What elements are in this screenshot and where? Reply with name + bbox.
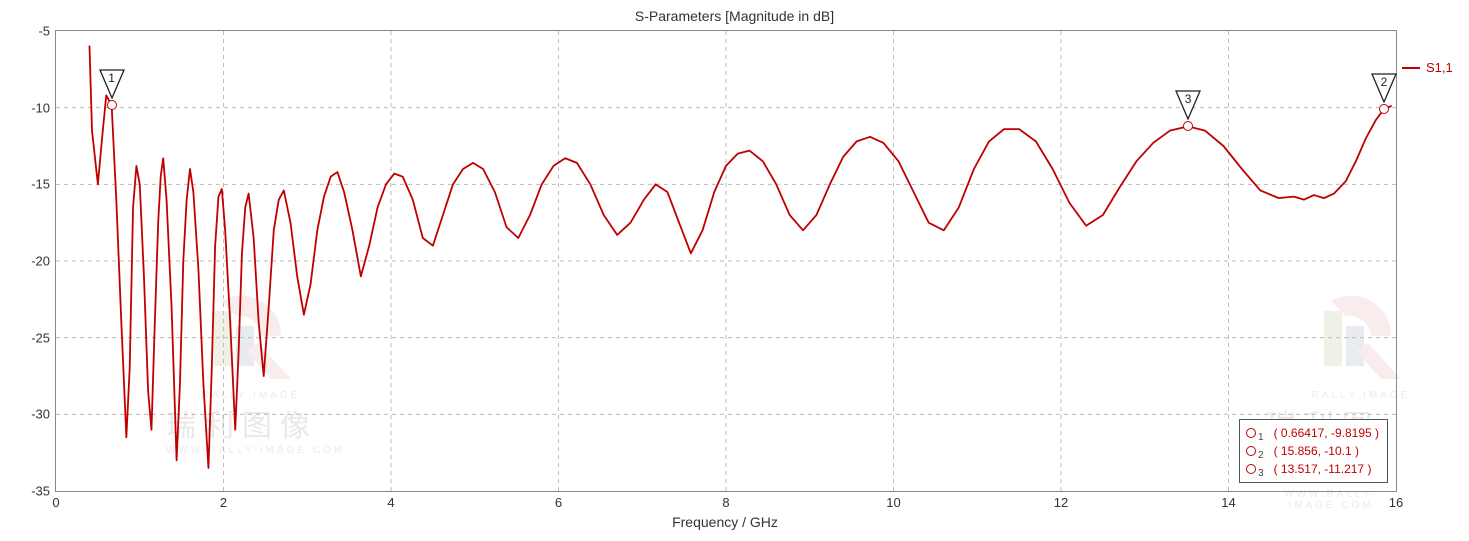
marker-index: 3 (1258, 466, 1264, 481)
marker-point-icon (1183, 121, 1193, 131)
y-tick-label: -15 (31, 177, 50, 192)
x-tick-label: 10 (886, 495, 900, 510)
marker-readout-row: 1 ( 0.66417, -9.8195 ) (1246, 424, 1379, 442)
marker-readout-row: 2 ( 15.856, -10.1 ) (1246, 442, 1379, 460)
marker-readout-row: 3 ( 13.517, -11.217 ) (1246, 460, 1379, 478)
legend-label: S1,1 (1426, 60, 1453, 75)
marker-circle-icon (1246, 464, 1256, 474)
y-tick-label: -35 (31, 484, 50, 499)
plot-svg (56, 31, 1396, 491)
x-tick-label: 12 (1054, 495, 1068, 510)
marker-index: 1 (1258, 430, 1264, 445)
x-tick-label: 0 (52, 495, 59, 510)
plot-area: 瑞利图像WWW.RALLY-IMAGE.COM瑞利图像WWW.RALLY-IMA… (55, 30, 1397, 492)
y-tick-label: -30 (31, 407, 50, 422)
y-tick-label: -5 (38, 24, 50, 39)
marker-point-icon (1379, 104, 1389, 114)
marker-circle-icon (1246, 428, 1256, 438)
x-tick-label: 4 (387, 495, 394, 510)
marker-point-icon (107, 100, 117, 110)
plot-title: S-Parameters [Magnitude in dB] (0, 8, 1469, 24)
series-legend: S1,1 (1402, 60, 1453, 75)
x-tick-label: 2 (220, 495, 227, 510)
x-tick-label: 14 (1221, 495, 1235, 510)
marker-circle-icon (1246, 446, 1256, 456)
marker-readout-box: 1( 0.66417, -9.8195 )2( 15.856, -10.1 )3… (1239, 419, 1388, 483)
y-tick-label: -25 (31, 330, 50, 345)
x-tick-label: 6 (555, 495, 562, 510)
x-tick-label: 16 (1389, 495, 1403, 510)
chart-container: S-Parameters [Magnitude in dB] 瑞利图像WWW.R… (0, 0, 1469, 541)
marker-coords: ( 13.517, -11.217 ) (1274, 460, 1372, 478)
marker-coords: ( 15.856, -10.1 ) (1274, 442, 1359, 460)
legend-line-swatch (1402, 67, 1420, 69)
y-tick-label: -10 (31, 100, 50, 115)
y-tick-label: -20 (31, 254, 50, 269)
x-tick-label: 8 (722, 495, 729, 510)
marker-index: 2 (1258, 448, 1264, 463)
x-axis-label: Frequency / GHz (672, 514, 778, 530)
marker-coords: ( 0.66417, -9.8195 ) (1274, 424, 1379, 442)
